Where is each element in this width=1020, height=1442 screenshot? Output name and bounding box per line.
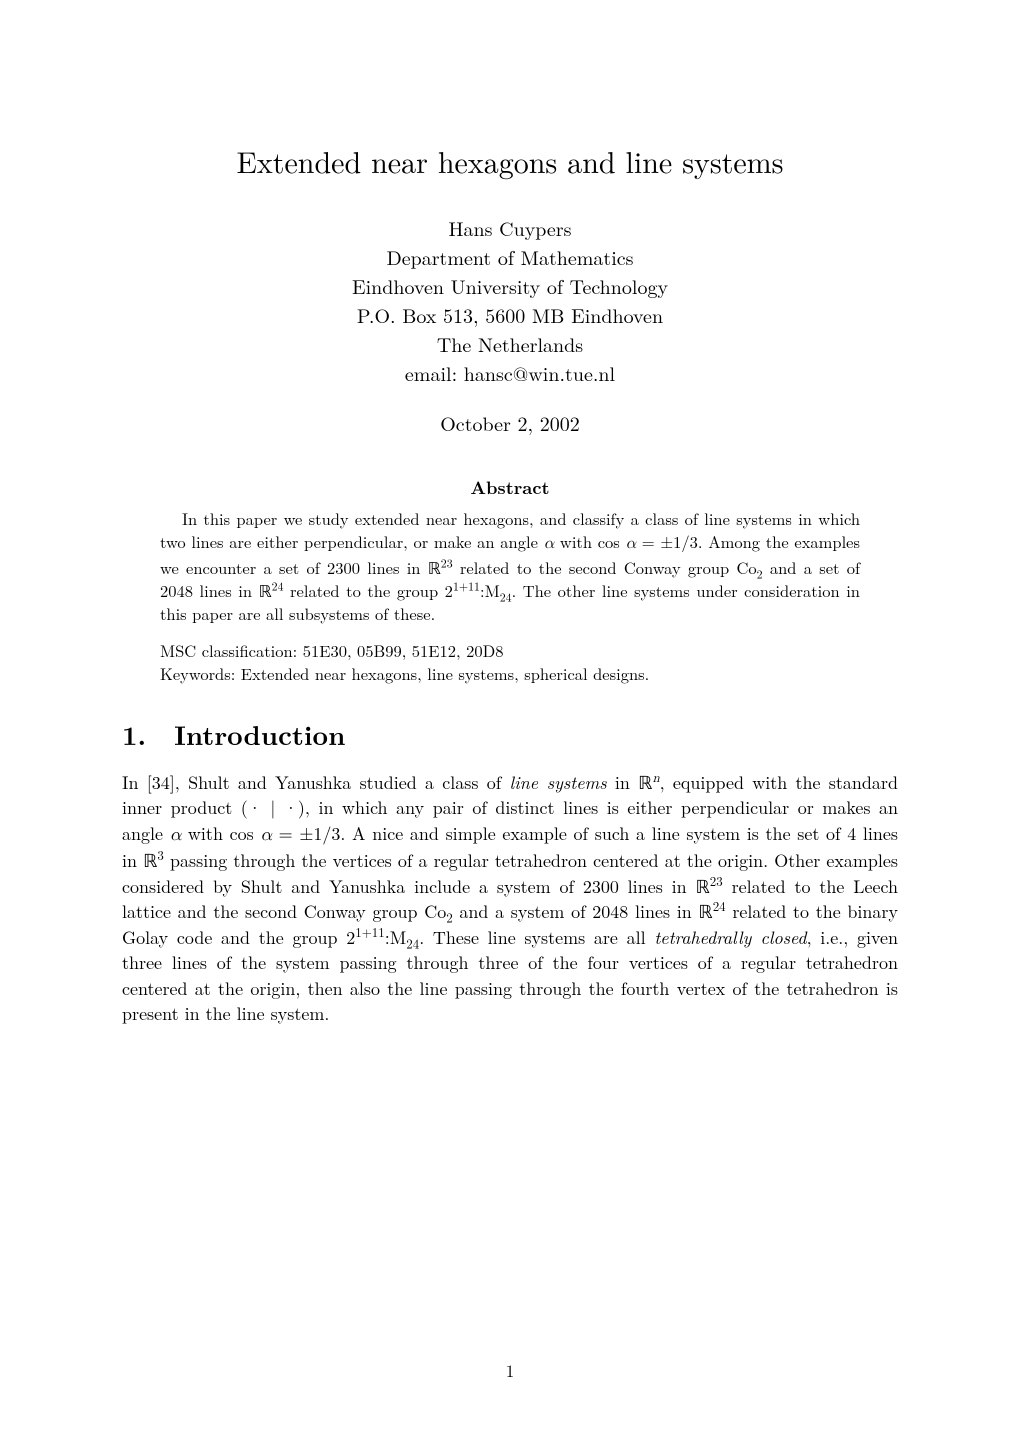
section-title: Introduction — [174, 714, 345, 753]
abstract-meta: MSC classification: 51E30, 05B99, 51E12,… — [122, 639, 898, 685]
author-addr: P.O. Box 513, 5600 MB Eindhoven — [122, 300, 898, 329]
section-number: 1. — [122, 715, 146, 753]
msc-classification: MSC classification: 51E30, 05B99, 51E12,… — [160, 639, 860, 662]
author-email: email: hansc@win.tue.nl — [122, 358, 898, 387]
author-block: Hans Cuypers Department of Mathematics E… — [122, 213, 898, 387]
author-univ: Eindhoven University of Technology — [122, 271, 898, 300]
paper-title: Extended near hexagons and line systems — [122, 140, 898, 183]
page-number: 1 — [0, 1358, 1020, 1382]
abstract-text: In this paper we study extended near hex… — [122, 507, 898, 625]
body-paragraph: In [34], Shult and Yanushka studied a cl… — [122, 770, 898, 1027]
abstract-heading: Abstract — [122, 475, 898, 501]
author-dept: Department of Mathematics — [122, 242, 898, 271]
author-country: The Netherlands — [122, 329, 898, 358]
keywords: Keywords: Extended near hexagons, line s… — [160, 662, 860, 685]
section-heading: 1. Introduction — [122, 715, 898, 753]
paper-date: October 2, 2002 — [122, 409, 898, 437]
author-name: Hans Cuypers — [122, 213, 898, 242]
